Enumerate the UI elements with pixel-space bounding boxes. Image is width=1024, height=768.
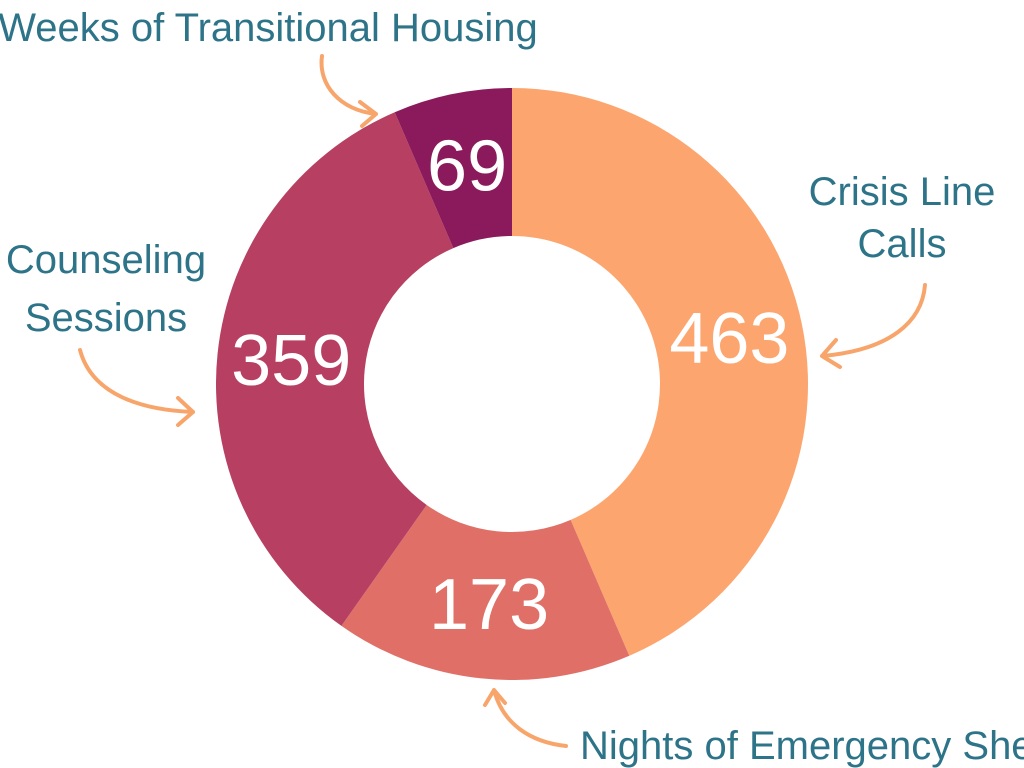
category-label-line: Crisis Line	[809, 170, 996, 214]
value-labels: 463 173 359 69	[231, 127, 789, 645]
category-label-line: Counseling	[6, 238, 206, 282]
category-label-line: Weeks of Transitional Housing	[0, 6, 538, 50]
category-labels: Crisis Line Calls Nights of Emergency Shel…	[0, 6, 1024, 768]
donut-slices	[215, 88, 809, 680]
category-label-line: Calls	[858, 222, 947, 266]
category-label-line: Nights of Emergency Shelter	[580, 724, 1024, 768]
value-label-counseling-sessions: 359	[231, 321, 351, 401]
slice-crisis-line-calls	[512, 88, 809, 656]
arrow-counseling-sessions	[78, 348, 195, 427]
value-label-nights-of-emergency-shelter: 173	[429, 565, 549, 645]
category-label-crisis-line-calls: Crisis Line Calls	[809, 170, 996, 266]
slice-weeks-of-transitional-housing	[394, 88, 512, 249]
value-label-weeks-of-transitional-housing: 69	[427, 127, 507, 207]
category-label-nights-of-emergency-shelter: Nights of Emergency Shelter	[580, 724, 1024, 768]
arrow-crisis-line-calls	[820, 283, 927, 369]
label-arrows	[78, 54, 927, 748]
slice-counseling-sessions	[215, 112, 454, 626]
category-label-weeks-of-transitional-housing: Weeks of Transitional Housing	[0, 6, 538, 50]
value-label-crisis-line-calls: 463	[669, 299, 789, 379]
arrow-nights-of-emergency-shelter	[483, 688, 568, 748]
category-label-counseling-sessions: Counseling Sessions	[6, 238, 206, 340]
slice-nights-of-emergency-shelter	[341, 504, 630, 680]
category-label-line: Sessions	[25, 296, 187, 340]
arrow-weeks-of-transitional-housing	[319, 54, 378, 128]
